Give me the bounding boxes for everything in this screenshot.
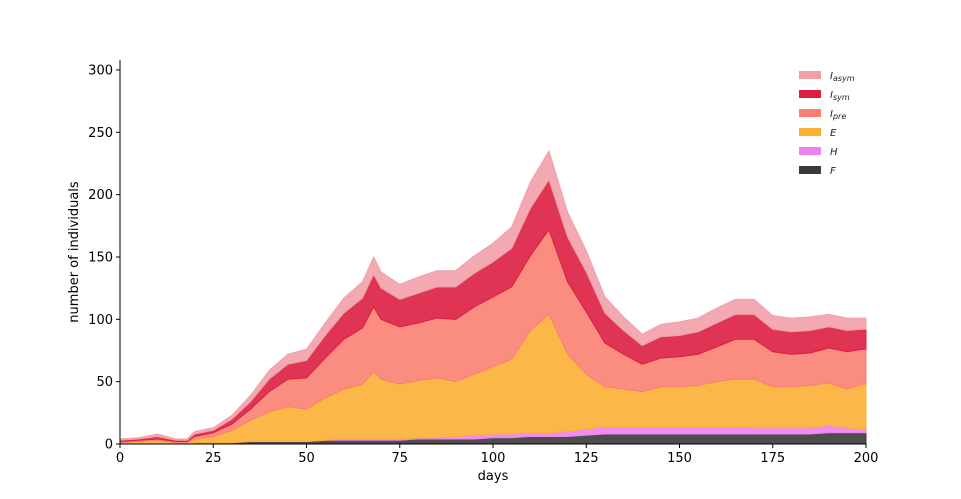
legend-label: H (830, 147, 838, 158)
legend-swatch (799, 109, 821, 117)
y-tick-label: 250 (88, 126, 113, 141)
y-tick-label: 300 (88, 63, 113, 78)
x-tick-label: 50 (298, 451, 315, 466)
y-tick-label: 150 (88, 250, 113, 265)
y-tick-label: 50 (96, 375, 113, 390)
legend-swatch (799, 90, 821, 98)
x-tick-label: 200 (854, 451, 879, 466)
legend-swatch (799, 147, 821, 155)
legend-label: E (830, 128, 837, 139)
x-tick-label: 75 (391, 451, 408, 466)
legend-label: Isym (830, 90, 850, 102)
y-tick-label: 200 (88, 188, 113, 203)
x-ticks: 0 25 50 75 100 125 150 175 200 (116, 444, 879, 466)
legend: Iasym Isym Ipre EHF (799, 71, 855, 177)
x-tick-label: 100 (481, 451, 506, 466)
x-tick-label: 0 (116, 451, 124, 466)
y-ticks: 0 50 100 150 200 250 300 (88, 63, 120, 453)
legend-swatch (799, 71, 821, 79)
legend-swatch (799, 166, 821, 174)
x-tick-label: 175 (760, 451, 785, 466)
y-tick-label: 100 (88, 313, 113, 328)
area-series-group (119, 149, 867, 445)
y-tick-label: 0 (105, 438, 113, 453)
y-axis-label: number of individuals (67, 181, 82, 323)
legend-label: Ipre (830, 109, 846, 121)
legend-label: F (830, 166, 836, 177)
x-tick-label: 125 (574, 451, 599, 466)
x-tick-label: 150 (667, 451, 692, 466)
legend-swatch (799, 128, 821, 136)
area-i-asym (119, 149, 867, 441)
legend-label: Iasym (830, 71, 855, 83)
x-tick-label: 25 (205, 451, 222, 466)
x-axis-label: days (478, 469, 509, 484)
